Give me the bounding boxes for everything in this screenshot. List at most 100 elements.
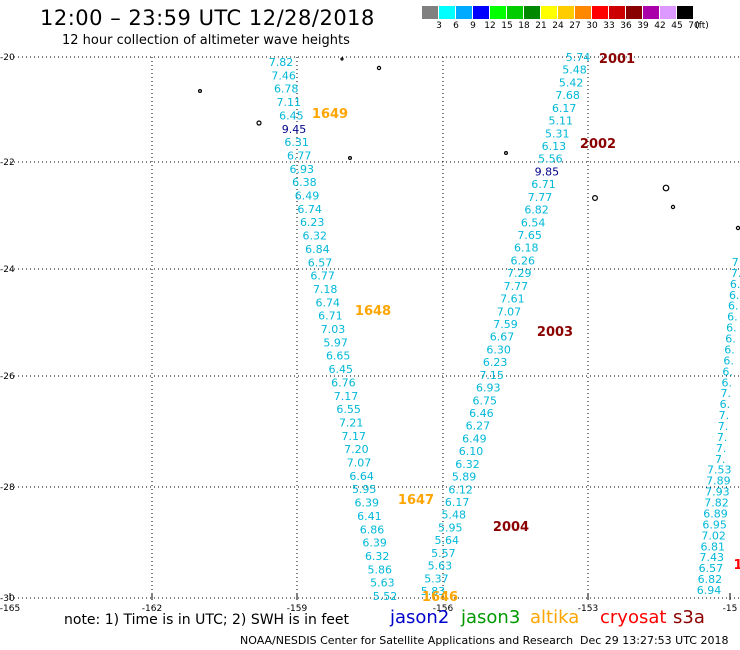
wave-height-value: 7. [716,442,727,455]
wave-height-value: 6.57 [699,562,724,575]
east-edge-track: 7.7.6.6.6.6.6.6.6.6.6.6.7.6.7.7.7.7.7.7.… [697,256,740,597]
color-tick-label: 3 [436,21,442,31]
color-swatch-3 [422,6,439,19]
wave-height-value: 7. [717,431,728,444]
pass-label: 1648 [355,304,391,319]
wave-height-value: 7.17 [334,390,359,403]
wave-height-value: 5.64 [435,534,460,547]
color-swatch-24 [541,6,558,19]
wave-height-value: 5.31 [545,127,570,140]
wave-height-value: 6.45 [329,363,354,376]
wave-height-value: 6.46 [469,407,494,420]
x-tick-label: -153 [578,604,598,614]
wave-height-value: 7.02 [701,529,726,542]
wave-height-value: 7.77 [504,280,529,293]
color-swatch-21 [524,6,541,19]
page-subtitle: 12 hour collection of altimeter wave hei… [62,33,350,48]
wave-height-value: 6.89 [703,507,728,520]
wave-height-value: 6.57 [308,256,333,269]
wave-height-value: 6. [727,311,738,324]
wave-height-value: 6.77 [287,149,312,162]
map-grid [9,56,740,600]
wave-height-value: 6.39 [362,537,387,550]
wave-height-value: 6.13 [542,140,567,153]
wave-height-value: 7.20 [344,443,369,456]
wave-height-value: 5.11 [548,115,573,128]
wave-height-value: 5.86 [368,563,393,576]
color-unit-label: (ft) [695,21,709,31]
footer-timestamp: Dec 29 13:27:53 UTC 2018 [580,634,729,647]
axis-ticks: -165 -162 -159 -156 -153 -15 -20 -22 -24 -26 -28 -3… [0,53,737,614]
wave-height-value: 6.32 [303,230,328,243]
legend-s3a: s3a [673,607,705,628]
island-icon [662,184,670,192]
y-tick-label: -26 [0,372,15,382]
color-tick-label: 33 [603,21,615,31]
wave-height-value: 7. [719,409,730,422]
wave-height-value: 7.65 [517,229,542,242]
wave-height-value: 6.26 [511,254,536,267]
color-scale-swatches [422,6,694,19]
footer-credit: NOAA/NESDIS Center for Satellite Applica… [240,634,574,647]
wave-height-value: 7.18 [313,283,338,296]
wave-height-value: 7. [715,453,726,466]
color-tick-label: 24 [552,21,564,31]
x-tick-label: -156 [433,604,454,614]
wave-height-value: 6.45 [279,109,304,122]
color-tick-label: 18 [518,21,530,31]
wave-height-value: 6.17 [552,102,577,115]
island-icon [735,225,740,231]
x-tick-label: -162 [142,604,162,614]
pass-label: 1647 [398,493,434,508]
color-tick-label: 9 [470,21,476,31]
wave-height-value: 5.95 [438,521,463,534]
wave-height-value: 6. [721,376,732,389]
wave-height-value: 6.78 [274,83,299,96]
x-tick-label: -159 [287,604,308,614]
wave-height-value: 6. [726,322,737,335]
wave-height-value: 5.89 [452,471,477,484]
wave-height-value: 6. [725,333,736,346]
wave-height-value: 6.82 [698,573,723,586]
wave-height-value: 7. [732,256,740,269]
legend-cryosat: cryosat [600,607,667,628]
wave-height-value: 6.17 [445,496,470,509]
wave-height-value: 7.59 [493,318,518,331]
wave-height-value: 6.86 [360,523,385,536]
wave-height-value: 5.37 [424,572,449,585]
wave-height-value: 7.17 [342,430,367,443]
island-icon [591,195,598,202]
wave-height-value: 6.74 [297,203,322,216]
wave-height-value: 6.27 [466,420,491,433]
color-swatch-36 [609,6,626,19]
wave-height-value: 6.82 [524,204,549,217]
island-icon [198,88,203,93]
wave-height-value: 5.57 [431,547,456,560]
color-tick-label: 39 [637,21,649,31]
pass-label: 1649 [312,107,348,122]
wave-height-value: 6.18 [514,242,539,255]
wave-height-value: 9.45 [282,123,307,136]
pass-label: 2003 [537,325,573,340]
wave-height-value: 5.63 [428,560,453,573]
color-swatch-15 [490,6,507,19]
wave-height-value: 6.71 [531,178,556,191]
wave-height-value: 6. [722,365,733,378]
wave-height-value: 6.94 [697,584,722,597]
color-tick-label: 36 [620,21,632,31]
wave-height-value: 6.41 [357,510,382,523]
wave-height-value: 7.43 [700,551,725,564]
x-tick-label: -165 [0,604,20,614]
island-icon [504,151,509,156]
wave-height-value: 6.93 [290,163,315,176]
color-swatch-12 [473,6,490,19]
wave-height-value: 6.10 [459,445,484,458]
wave-height-value: 6.38 [292,176,317,189]
wave-height-value: 9.85 [535,165,560,178]
wave-height-value: 7. [721,387,732,400]
color-tick-label: 27 [569,21,581,31]
legend-jason3: jason3 [461,607,521,628]
color-tick-label: 42 [654,21,666,31]
wave-height-value: 6.31 [284,136,309,149]
